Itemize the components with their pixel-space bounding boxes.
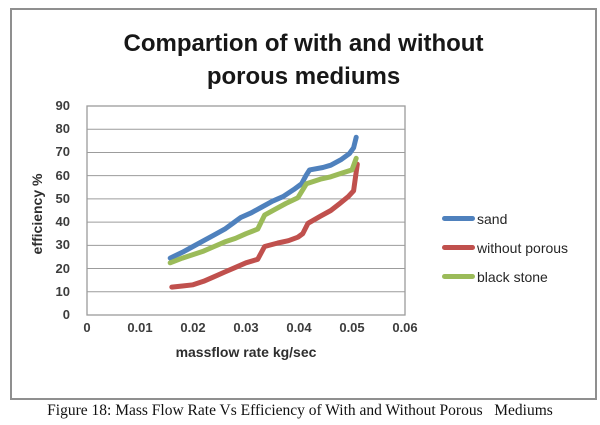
- y-tick-label: 50: [55, 190, 70, 206]
- y-tick-label: 30: [55, 237, 70, 253]
- y-tick-label: 90: [55, 98, 70, 113]
- legend-line-swatch: [442, 245, 475, 250]
- x-tick-label: 0.01: [127, 320, 153, 335]
- legend-label: black stone: [477, 268, 548, 285]
- legend: sand without porous black stone: [442, 204, 568, 291]
- legend-label: without porous: [477, 239, 569, 256]
- y-tick-label: 40: [55, 214, 70, 230]
- chart-title-line-2: porous mediums: [206, 63, 401, 90]
- x-tick-label: 0: [83, 320, 91, 335]
- series-line-sand: [167, 134, 359, 261]
- y-axis-title: efficiency %: [29, 173, 45, 255]
- series-line-without-porous: [169, 161, 360, 290]
- x-tick-label: 0.04: [286, 320, 312, 335]
- y-tick-label: 0: [62, 307, 70, 322]
- y-tick-label: 60: [55, 167, 70, 183]
- y-tick-label: 70: [55, 144, 70, 160]
- x-tick-label: 0.06: [392, 320, 418, 335]
- chart-title: Compartion of with and without porous me…: [12, 27, 595, 93]
- y-tick-label: 10: [55, 283, 70, 299]
- y-tick-label: 80: [55, 121, 70, 137]
- x-axis-title: massflow rate kg/sec: [175, 344, 317, 360]
- x-tick-label: 0.05: [339, 320, 365, 335]
- legend-item-black-stone: black stone: [442, 262, 568, 291]
- legend-label: sand: [477, 210, 508, 227]
- figure-caption: Figure 18: Mass Flow Rate Vs Efficiency …: [47, 402, 553, 419]
- chart-frame: Compartion of with and without porous me…: [10, 8, 597, 400]
- legend-item-sand: sand: [442, 204, 568, 233]
- legend-line-swatch: [442, 274, 475, 279]
- x-tick-label: 0.02: [180, 320, 206, 335]
- legend-line-swatch: [442, 216, 475, 221]
- chart-title-line-1: Compartion of with and without: [123, 30, 484, 57]
- plot-border: [86, 105, 406, 316]
- series-line-black-stone: [167, 155, 359, 266]
- y-tick-label: 20: [55, 260, 70, 276]
- legend-item-without-porous: without porous: [442, 233, 568, 262]
- x-tick-label: 0.03: [233, 320, 259, 335]
